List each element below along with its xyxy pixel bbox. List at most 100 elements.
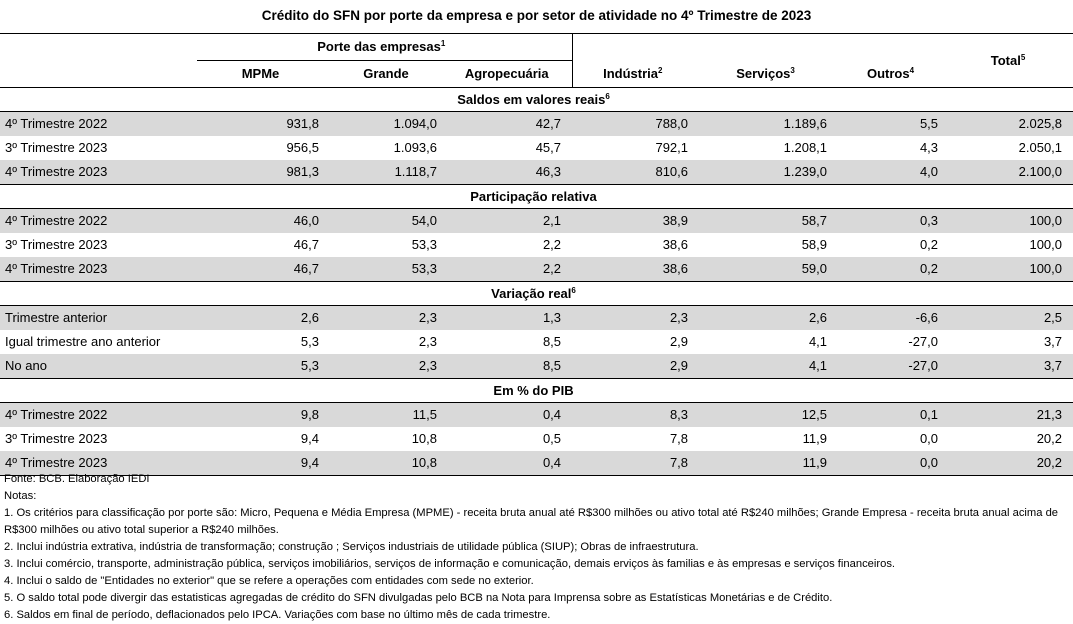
row-label: 4º Trimestre 2022 (0, 111, 197, 136)
table-row: 4º Trimestre 2022 9,8 11,5 0,4 8,3 12,5 0,1 21,… (0, 402, 1073, 427)
table-row: 3º Trimestre 2023 9,4 10,8 0,5 7,8 11,9 0,0 20,… (0, 427, 1073, 451)
table-cell: 38,6 (572, 257, 700, 282)
table-cell: 9,4 (300, 431, 319, 446)
table-cell: 38,9 (572, 208, 700, 233)
table-cell: 9,4 (197, 451, 330, 476)
table-cell: 956,5 (286, 140, 319, 155)
table-cell: 2.050,1 (1018, 140, 1063, 155)
table-cell: 46,3 (448, 160, 573, 185)
table-cell: 788,0 (572, 111, 700, 136)
row-label: 4º Trimestre 2023 (0, 257, 197, 282)
table-cell: 2,1 (448, 208, 573, 233)
row-label: 3º Trimestre 2023 (5, 237, 108, 252)
table-cell: 45,7 (535, 140, 562, 155)
table-cell: 42,7 (448, 111, 573, 136)
section-title: Variação real6 (0, 281, 1073, 306)
table-cell: 931,8 (197, 111, 330, 136)
table-cell: 1.239,0 (699, 160, 839, 185)
table-cell: 4,1 (699, 354, 839, 379)
table-cell: 10,8 (411, 431, 437, 446)
table-cell: 2,3 (418, 334, 437, 349)
col-header-mpme: MPMe (241, 66, 280, 81)
table-row: Trimestre anterior 2,6 2,3 1,3 2,3 2,6 -6,6 2,5 (0, 305, 1073, 330)
table-cell: 2,2 (448, 257, 573, 282)
table-cell: 810,6 (572, 160, 700, 185)
note-2: 2. Inclui indústria extrativa, indústria… (4, 541, 699, 553)
porte-group-header: Porte das empresas1 (197, 33, 573, 61)
table-cell: 5,3 (197, 354, 330, 379)
note-5: 5. O saldo total pode divergir das estat… (4, 592, 833, 604)
table-cell: 4,0 (838, 160, 950, 185)
credit-table: Porte das empresas1 Total5 MPMe Grande A… (0, 33, 1073, 476)
table-cell: 2,3 (572, 305, 700, 330)
table-row: 4º Trimestre 2022 931,8 1.094,0 42,7 788,0 1.… (0, 111, 1073, 136)
table-row: No ano 5,3 2,3 8,5 2,9 4,1 -27,0 3,7 (0, 354, 1073, 379)
table-cell: 2,6 (699, 305, 839, 330)
table-cell: 1.094,0 (330, 111, 448, 136)
table-cell: 53,3 (411, 237, 437, 252)
table-cell: 2.100,0 (949, 160, 1073, 185)
table-cell: 46,7 (293, 237, 319, 252)
note-3: 3. Inclui comércio, transporte, administ… (4, 558, 896, 570)
table-cell: 7,8 (669, 431, 689, 446)
table-cell: 2,2 (542, 237, 562, 252)
source-line: Fonte: BCB. Elaboração IEDI (4, 473, 150, 485)
table-cell: 1.208,1 (783, 140, 828, 155)
table-row: 4º Trimestre 2022 46,0 54,0 2,1 38,9 58,7 0,3 1… (0, 208, 1073, 233)
col-header-industria: Indústria2 (603, 65, 663, 81)
table-cell: 2,3 (330, 354, 448, 379)
table-cell: 1.189,6 (699, 111, 839, 136)
section-header: Saldos em valores reais6 (0, 87, 1073, 112)
table-cell: 8,5 (542, 334, 562, 349)
table-cell: 0,2 (838, 257, 950, 282)
table-cell: 2,9 (669, 334, 689, 349)
table-cell: 9,8 (197, 402, 330, 427)
note-4: 4. Inclui o saldo de "Entidades no exter… (4, 575, 534, 587)
table-cell: 54,0 (330, 208, 448, 233)
table-cell: 100,0 (1029, 237, 1063, 252)
note-6: 6. Saldos em final de período, deflacion… (4, 609, 551, 621)
header-row-group: Porte das empresas1 Total5 (0, 33, 1073, 88)
table-cell: 10,8 (330, 451, 448, 476)
table-cell: 21,3 (949, 402, 1073, 427)
table-cell: 1.118,7 (330, 160, 448, 185)
table-cell: 2,6 (197, 305, 330, 330)
table-row: 4º Trimestre 2023 981,3 1.118,7 46,3 810,6 1.… (0, 160, 1073, 185)
table-cell: 792,1 (655, 140, 689, 155)
table-cell: 100,0 (949, 208, 1073, 233)
section-header: Em % do PIB (0, 378, 1073, 403)
row-label: 4º Trimestre 2022 (0, 208, 197, 233)
table-title: Crédito do SFN por porte da empresa e po… (261, 8, 812, 23)
table-cell: 0,3 (838, 208, 950, 233)
table-cell: 58,7 (699, 208, 839, 233)
table-cell: 0,4 (448, 402, 573, 427)
table-row: 4º Trimestre 2023 9,4 10,8 0,4 7,8 11,9 0,0 20,… (0, 451, 1073, 476)
table-cell: 11,9 (699, 451, 839, 476)
table-cell: 981,3 (197, 160, 330, 185)
table-row: Igual trimestre ano anterior 5,3 2,3 8,5 2,9… (0, 330, 1073, 354)
note-1: 1. Os critérios para classificação por p… (4, 507, 1059, 536)
row-label: 4º Trimestre 2023 (0, 451, 197, 476)
table-cell: 0,0 (838, 451, 950, 476)
table-cell: 59,0 (699, 257, 839, 282)
table-cell: 8,5 (448, 354, 573, 379)
col-header-outros: Outros4 (866, 65, 915, 81)
table-cell: 2,5 (949, 305, 1073, 330)
table-row: 3º Trimestre 2023 956,5 1.093,6 45,7 792,1 1.… (0, 136, 1073, 160)
col-header-agropecuaria: Agropecuária (448, 60, 573, 88)
table-row: 3º Trimestre 2023 46,7 53,3 2,2 38,6 58,9 0,2 1… (0, 233, 1073, 257)
col-header-grande: Grande (363, 66, 409, 81)
table-cell: 1,3 (448, 305, 573, 330)
section-header: Participação relativa (0, 184, 1073, 209)
col-header-servicos: Serviços3 (736, 65, 795, 81)
section-title: Saldos em valores reais6 (0, 87, 1073, 112)
row-label: 4º Trimestre 2022 (0, 402, 197, 427)
table-cell: 4,3 (919, 140, 939, 155)
section-header: Variação real6 (0, 281, 1073, 306)
table-cell: 4,1 (808, 334, 828, 349)
table-cell: 12,5 (699, 402, 839, 427)
total-header: Total5 (949, 33, 1073, 88)
section-title: Em % do PIB (0, 378, 1073, 403)
table-cell: 3,7 (949, 354, 1073, 379)
table-row: 4º Trimestre 2023 46,7 53,3 2,2 38,6 59,0 0,2 1… (0, 257, 1073, 282)
